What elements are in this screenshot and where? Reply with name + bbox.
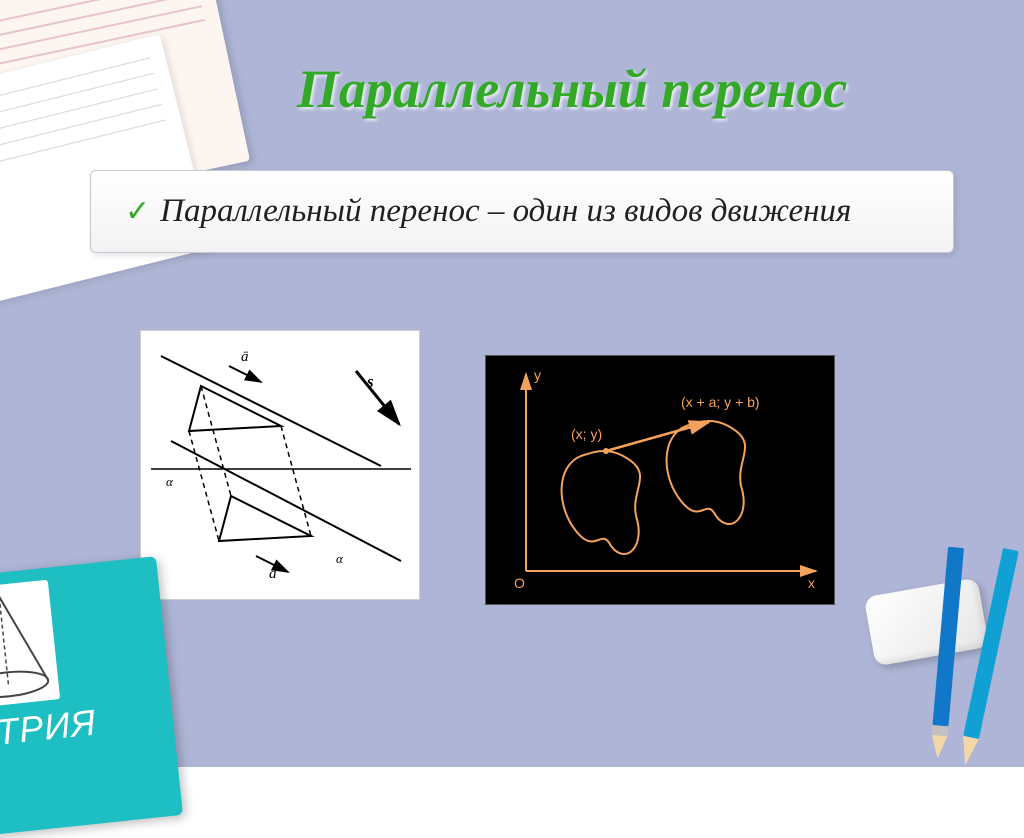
definition-rest: – один из видов движения <box>480 193 852 229</box>
decorative-eraser <box>864 578 989 667</box>
slide-title: Параллельный перенос <box>170 58 974 120</box>
definition-term: Параллельный перенос <box>160 193 479 229</box>
decorative-book: h ЕТРИЯ <box>0 556 183 838</box>
svg-text:O: O <box>514 575 525 591</box>
slide-background: Параллельный перенос ✓ Параллельный пере… <box>0 0 1024 767</box>
point2-label: (x + a; y + b) <box>681 394 760 410</box>
bullet-row: ✓ Параллельный перенос – один из видов д… <box>125 189 927 234</box>
definition-box: ✓ Параллельный перенос – один из видов д… <box>90 170 954 253</box>
svg-text:s: s <box>366 372 374 391</box>
svg-text:α: α <box>166 474 174 489</box>
diagram-left-svg: ā ā s α α <box>141 331 421 601</box>
decorative-pencil-1 <box>928 547 964 778</box>
definition-text: Параллельный перенос – один из видов дви… <box>160 189 851 234</box>
svg-text:ā: ā <box>241 349 249 365</box>
point1-label: (x; y) <box>571 426 602 442</box>
check-icon: ✓ <box>125 195 150 228</box>
diagram-parallel-shift: ā ā s α α <box>140 330 420 600</box>
svg-text:α: α <box>336 551 344 566</box>
book-title-fragment: ЕТРИЯ <box>0 701 98 756</box>
diagram-right-svg: O x y <box>486 356 836 606</box>
diagram-coordinate-translation: O x y (x; y) (x + a; y + b) <box>485 355 835 605</box>
svg-text:ā: ā <box>269 566 277 582</box>
svg-text:y: y <box>534 367 541 383</box>
book-illustration: h <box>0 580 60 710</box>
title-region: Параллельный перенос <box>170 58 974 120</box>
svg-text:x: x <box>808 575 815 591</box>
